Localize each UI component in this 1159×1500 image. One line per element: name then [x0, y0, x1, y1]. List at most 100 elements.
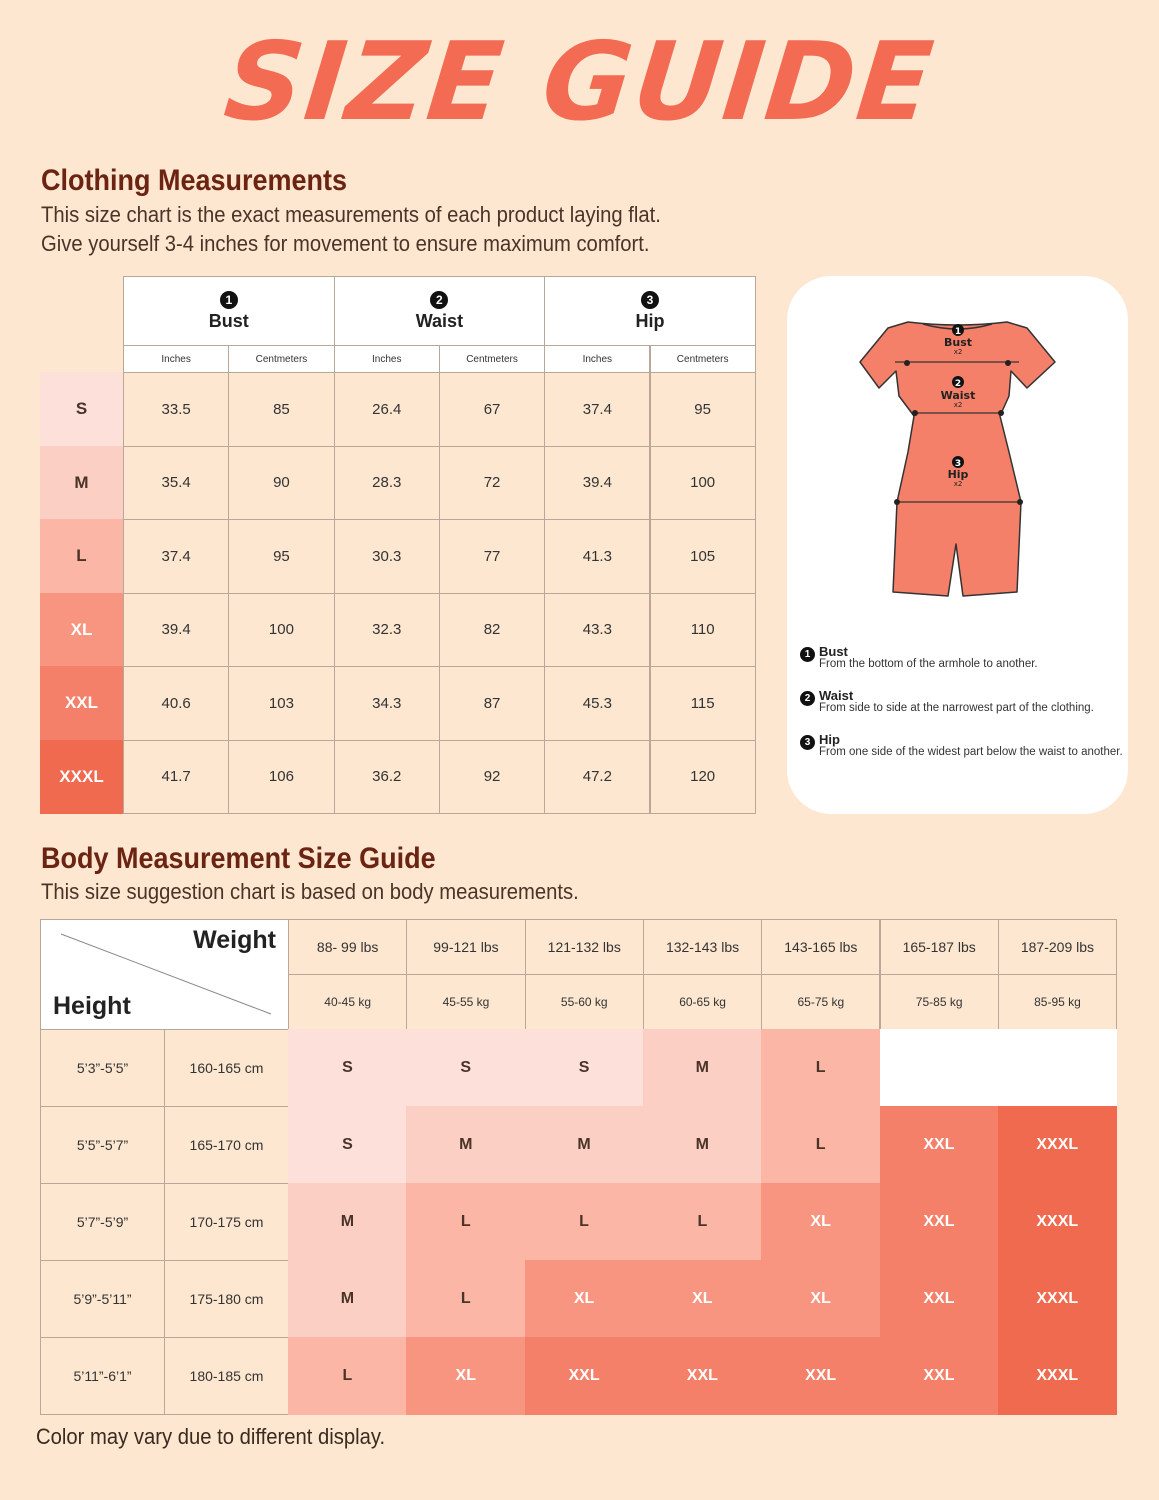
size-recommendation-cell: L — [406, 1260, 526, 1338]
legend-number-icon: 1 — [800, 647, 815, 662]
size-recommendation-cell: XXL — [524, 1337, 644, 1415]
measurement-cell: 87 — [438, 666, 546, 741]
measurement-cell: 106 — [228, 739, 335, 814]
body-size-table: Weight Height 88- 99 lbs 40-45 kg 99-121 lbs… — [40, 919, 1118, 1415]
measurement-cell: 67 — [438, 372, 546, 447]
diagram-label-waist: 2 Waist x2 — [941, 376, 975, 409]
measurement-cell: 26.4 — [333, 372, 440, 447]
size-recommendation-cell: XXL — [879, 1260, 999, 1338]
weight-lbs-header: 88- 99 lbs — [288, 919, 408, 975]
garment-diagram-card: 1 Bust x2 2 Waist x2 3 Hip x2 — [787, 276, 1128, 814]
size-recommendation-cell: S — [288, 1106, 407, 1184]
size-recommendation-cell: XXXL — [997, 1106, 1117, 1184]
height-ft-cell: 5’3”-5’5” — [40, 1029, 165, 1107]
weight-lbs-header: 99-121 lbs — [406, 919, 526, 975]
unit-header: Centmeters — [438, 345, 546, 373]
weight-lbs-header: 121-132 lbs — [524, 919, 644, 975]
height-cm-cell: 170-175 cm — [164, 1183, 289, 1261]
diagram-multiplier: x2 — [954, 480, 963, 488]
measurement-cell: 105 — [649, 519, 756, 594]
measurement-cell: 32.3 — [333, 592, 440, 667]
measurement-cell: 92 — [438, 739, 546, 814]
measurement-cell: 34.3 — [333, 666, 440, 741]
diagonal-divider-icon — [60, 933, 272, 1015]
size-recommendation-cell: L — [406, 1183, 526, 1261]
diagram-multiplier: x2 — [954, 401, 963, 409]
weight-kg-header: 65-75 kg — [761, 974, 881, 1030]
clothing-heading: Clothing Measurements — [41, 164, 348, 197]
size-label: M — [40, 445, 123, 520]
measurement-cell: 33.5 — [123, 372, 230, 447]
size-recommendation-cell: XXXL — [997, 1260, 1117, 1338]
weight-lbs-header: 187-209 lbs — [997, 919, 1118, 975]
legend-title: Bust — [819, 644, 848, 659]
size-recommendation-cell — [997, 1029, 1117, 1107]
size-recommendation-cell — [879, 1029, 999, 1107]
header-label: Bust — [208, 310, 249, 331]
measurement-cell: 39.4 — [544, 445, 651, 520]
measurement-cell: 100 — [649, 445, 756, 520]
bust-number-icon: 1 — [219, 290, 238, 309]
height-cm-cell: 175-180 cm — [164, 1260, 289, 1338]
measurement-cell: 120 — [649, 739, 756, 814]
body-heading: Body Measurement Size Guide — [41, 842, 436, 875]
size-recommendation-cell: M — [524, 1106, 644, 1184]
measurement-cell: 115 — [649, 666, 756, 741]
height-ft-cell: 5’9”-5’11” — [40, 1260, 165, 1338]
diagram-number-icon: 1 — [955, 327, 961, 337]
size-recommendation-cell: L — [524, 1183, 644, 1261]
height-ft-cell: 5’5”-5’7” — [40, 1106, 165, 1184]
measurement-cell: 85 — [228, 372, 335, 447]
size-recommendation-cell: XXL — [761, 1337, 881, 1415]
hip-number-icon: 3 — [640, 290, 659, 309]
header-label: Hip — [635, 310, 665, 331]
size-recommendation-cell: L — [642, 1183, 762, 1261]
measurement-cell: 36.2 — [333, 739, 440, 814]
size-recommendation-cell: XL — [406, 1337, 526, 1415]
header-waist: 2 Waist — [333, 276, 546, 346]
legend-desc: From side to side at the narrowest part … — [819, 702, 1094, 714]
measurement-cell: 95 — [649, 372, 756, 447]
measurement-cell: 110 — [649, 592, 756, 667]
diagram-label-hip: 3 Hip x2 — [948, 456, 969, 488]
weight-label: Weight — [193, 926, 276, 954]
size-recommendation-cell: XXL — [879, 1183, 999, 1261]
size-recommendation-cell: XXL — [879, 1106, 999, 1184]
size-recommendation-cell: L — [761, 1106, 881, 1184]
page-title: SIZE GUIDE — [219, 20, 940, 145]
measurement-cell: 28.3 — [333, 445, 440, 520]
weight-kg-header: 55-60 kg — [524, 974, 644, 1030]
clothing-subtitle-1: This size chart is the exact measurement… — [41, 202, 661, 227]
legend-number-icon: 2 — [800, 691, 815, 706]
measurement-cell: 41.3 — [544, 519, 651, 594]
size-recommendation-cell: M — [288, 1260, 407, 1338]
legend-number-icon: 3 — [800, 735, 815, 750]
diagram-number-icon: 3 — [955, 459, 961, 469]
diagram-multiplier: x2 — [954, 348, 963, 356]
size-label: XL — [40, 592, 123, 667]
size-recommendation-cell: XL — [524, 1260, 644, 1338]
measurement-cell: 82 — [438, 592, 546, 667]
size-label: S — [40, 372, 123, 447]
weight-lbs-header: 132-143 lbs — [642, 919, 763, 975]
unit-header: Inches — [123, 345, 230, 373]
measurement-cell: 43.3 — [544, 592, 651, 667]
diagram-measure-label: Hip — [948, 468, 969, 481]
height-cm-cell: 160-165 cm — [164, 1029, 289, 1107]
legend-title: Hip — [819, 732, 840, 747]
diagram-label-bust: 1 Bust x2 — [944, 324, 972, 356]
height-ft-cell: 5’11”-6’1” — [40, 1337, 165, 1415]
measurement-cell: 100 — [228, 592, 335, 667]
diagram-number-icon: 2 — [955, 379, 961, 389]
size-label: XXL — [40, 666, 123, 741]
measurement-cell: 47.2 — [544, 739, 651, 814]
unit-header: Centmeters — [649, 345, 756, 373]
size-recommendation-cell: XXXL — [997, 1183, 1117, 1261]
size-recommendation-cell: S — [288, 1029, 407, 1107]
size-label: L — [40, 519, 123, 594]
size-recommendation-cell: S — [406, 1029, 526, 1107]
measurement-cell: 35.4 — [123, 445, 230, 520]
measurement-cell: 103 — [228, 666, 335, 741]
measurement-cell: 41.7 — [123, 739, 230, 814]
height-cm-cell: 165-170 cm — [164, 1106, 289, 1184]
